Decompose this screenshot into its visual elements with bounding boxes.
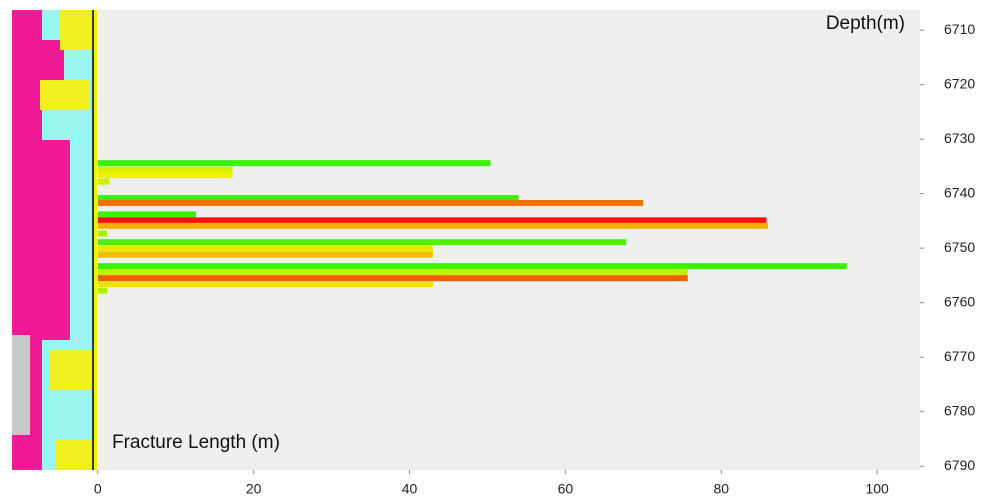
y-tick-label: 6720 xyxy=(944,75,975,91)
bar xyxy=(98,211,196,217)
y-tick-label: 6740 xyxy=(944,184,975,200)
y-tick-label: 6750 xyxy=(944,239,975,255)
bar xyxy=(98,217,767,223)
y-tick-label: 6770 xyxy=(944,348,975,364)
bar xyxy=(98,160,491,166)
x-tick-label: 100 xyxy=(865,481,889,497)
x-axis-title: Fracture Length (m) xyxy=(112,432,280,453)
lithology-column xyxy=(12,10,97,470)
bar xyxy=(98,230,107,236)
x-tick-label: 80 xyxy=(713,481,729,497)
y-tick-label: 6780 xyxy=(944,402,975,418)
bar xyxy=(98,239,626,245)
y-tick-label: 6710 xyxy=(944,21,975,37)
bar xyxy=(98,281,433,287)
bar xyxy=(98,252,433,258)
y-tick-label: 6760 xyxy=(944,293,975,309)
bar xyxy=(98,246,433,252)
x-tick-label: 60 xyxy=(558,481,574,497)
bar xyxy=(98,223,768,229)
y-axis-title: Depth(m) xyxy=(826,13,905,34)
bar xyxy=(98,275,688,281)
bar xyxy=(98,263,847,269)
x-tick-label: 20 xyxy=(246,481,262,497)
y-tick-label: 6790 xyxy=(944,457,975,473)
bar xyxy=(98,172,233,178)
bar xyxy=(98,288,107,294)
y-tick-label: 6730 xyxy=(944,130,975,146)
chart: Depth(m) Fracture Length (m) 0 20 40 60 80 10… xyxy=(0,0,992,499)
bar xyxy=(98,269,688,275)
x-tick-label: 40 xyxy=(402,481,418,497)
bar xyxy=(98,167,233,173)
bar xyxy=(98,200,644,206)
bar xyxy=(98,179,110,185)
x-tick-label: 0 xyxy=(94,481,102,497)
